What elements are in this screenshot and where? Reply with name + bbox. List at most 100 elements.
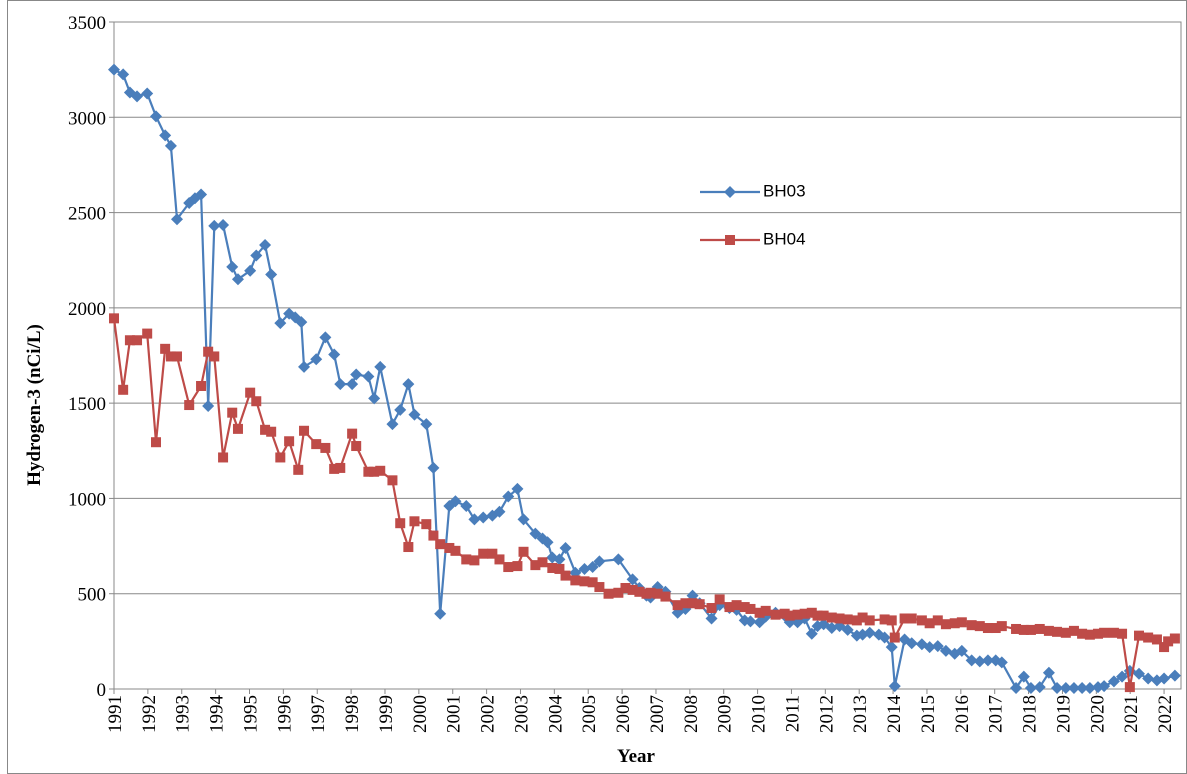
marker	[118, 384, 129, 395]
marker	[956, 617, 967, 628]
marker	[1034, 623, 1045, 634]
marker	[227, 407, 238, 418]
marker	[387, 475, 398, 486]
plot-area	[113, 21, 1182, 690]
marker	[554, 563, 565, 574]
marker	[1132, 667, 1145, 680]
x-tick-label: 1996	[274, 695, 295, 733]
marker	[1011, 623, 1022, 634]
marker	[1059, 682, 1072, 695]
marker	[284, 436, 295, 447]
x-tick-label: 2019	[1053, 695, 1074, 733]
marker	[966, 620, 977, 631]
marker	[171, 213, 184, 226]
marker	[973, 655, 986, 668]
marker	[226, 260, 239, 273]
marker	[660, 591, 671, 602]
marker	[594, 582, 605, 593]
marker	[231, 273, 244, 286]
marker	[493, 505, 506, 518]
marker	[265, 268, 278, 281]
marker	[335, 462, 346, 473]
marker	[841, 623, 854, 636]
marker	[259, 238, 272, 251]
marker	[428, 530, 439, 541]
marker	[320, 442, 331, 453]
marker	[363, 466, 374, 477]
marker	[518, 546, 529, 557]
marker	[293, 464, 304, 475]
x-tick-label: 2008	[681, 695, 702, 733]
marker	[1067, 682, 1080, 695]
marker	[435, 539, 446, 550]
marker	[502, 490, 515, 503]
marker	[132, 335, 143, 346]
legend-entry: BH03	[700, 181, 806, 200]
marker	[250, 249, 263, 262]
marker	[469, 555, 480, 566]
marker	[517, 513, 530, 526]
marker	[826, 612, 837, 623]
marker	[995, 656, 1008, 669]
marker	[739, 602, 750, 613]
marker	[232, 423, 243, 434]
marker	[346, 378, 359, 391]
marker	[770, 609, 781, 620]
x-tick-label: 2002	[478, 695, 499, 733]
marker	[394, 403, 407, 416]
marker	[613, 587, 624, 598]
x-tick-label: 2006	[613, 695, 634, 733]
marker	[117, 68, 130, 81]
marker	[990, 623, 1001, 634]
marker	[427, 461, 440, 474]
marker	[299, 425, 310, 436]
marker	[260, 424, 271, 435]
marker	[374, 360, 387, 373]
x-tick-label: 1995	[240, 695, 261, 733]
y-tick-label: 0	[97, 680, 107, 701]
x-tick-label: 2011	[782, 695, 803, 732]
marker	[141, 87, 154, 100]
marker	[705, 612, 718, 625]
marker	[924, 618, 935, 629]
marker	[511, 482, 524, 495]
marker	[940, 619, 951, 630]
marker	[899, 613, 910, 624]
marker	[1025, 624, 1036, 635]
marker	[1010, 682, 1023, 695]
marker	[386, 418, 399, 431]
x-tick-label: 2012	[816, 695, 837, 733]
marker	[885, 641, 898, 654]
marker	[530, 560, 541, 571]
marker	[851, 615, 862, 626]
y-axis-label: Hydrogen-3 (nCi/L)	[24, 324, 45, 486]
marker	[724, 602, 735, 613]
x-tick-label: 2015	[918, 695, 939, 733]
x-tick-label: 1997	[308, 695, 329, 733]
marker	[547, 562, 558, 573]
marker	[805, 627, 818, 640]
x-tick-label: 2021	[1121, 695, 1142, 733]
y-tick-label: 2500	[68, 204, 106, 225]
marker	[1093, 628, 1104, 639]
marker	[864, 615, 875, 626]
marker	[1142, 672, 1155, 685]
x-tick-label: 2010	[749, 695, 770, 733]
marker	[760, 605, 771, 616]
marker	[687, 598, 698, 609]
marker	[932, 615, 943, 626]
marker	[329, 463, 340, 474]
marker	[350, 368, 363, 381]
y-tick-label: 1500	[68, 394, 106, 415]
marker	[165, 351, 176, 362]
marker	[461, 554, 472, 565]
marker	[450, 545, 461, 556]
y-tick-label: 1000	[68, 489, 106, 510]
marker	[124, 335, 135, 346]
x-axis-label: Year	[617, 746, 656, 767]
marker	[460, 500, 473, 513]
marker	[347, 428, 358, 439]
marker	[634, 586, 645, 597]
marker	[560, 570, 571, 581]
legend-entry: BH04	[700, 229, 806, 248]
